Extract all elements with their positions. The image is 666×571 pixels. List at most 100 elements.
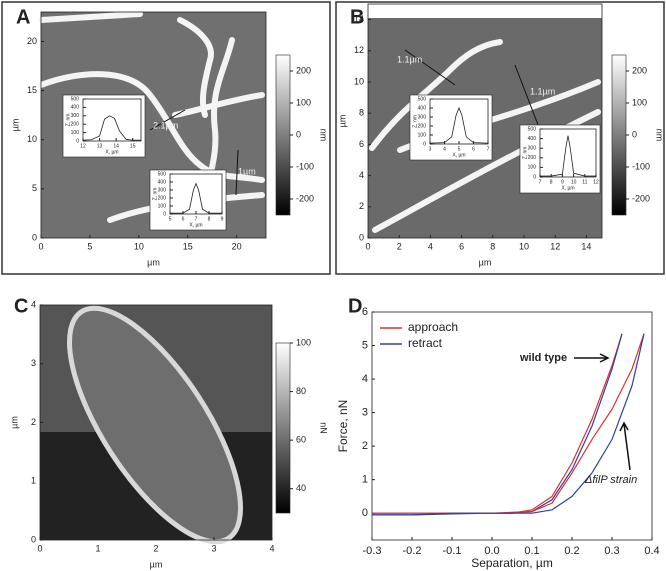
- x-tick-label: 5: [87, 241, 92, 251]
- plot-frame: [82, 98, 142, 142]
- y-tick-label: 8: [359, 108, 364, 118]
- inset-background: [519, 124, 601, 194]
- force-curve: [372, 333, 645, 516]
- inset-y-label: Z, nm: [522, 147, 528, 160]
- y-tick-label: 3: [362, 406, 368, 418]
- y-tick-label: 400: [418, 105, 427, 111]
- x-tick-label: 12: [593, 179, 599, 185]
- profile-line: [170, 182, 222, 214]
- x-tick-label: 0.3: [604, 545, 619, 557]
- colorbar-tick-label: 0: [632, 129, 637, 139]
- x-tick-label: 0.2: [564, 545, 579, 557]
- x-tick-label: 10: [134, 241, 144, 251]
- legend-label: approach: [408, 320, 458, 334]
- x-tick-label: 7: [539, 179, 542, 185]
- y-tick-label: 0: [423, 141, 426, 147]
- x-tick-label: 10: [519, 241, 529, 251]
- plot-frame: [539, 128, 597, 178]
- colorbar-tick-label: -200: [296, 193, 314, 203]
- x-tick-label: 11: [582, 179, 587, 185]
- y-tick-label: 4: [359, 170, 364, 180]
- x-tick-label: 8: [550, 179, 553, 185]
- force-map: [40, 305, 272, 545]
- x-tick-label: 14: [113, 143, 119, 149]
- y-tick-label: 100: [158, 203, 167, 209]
- x-tick-label: 14: [581, 241, 591, 251]
- y-tick-label: 0: [32, 232, 37, 242]
- x-tick-label: 0: [365, 241, 370, 251]
- y-tick-label: 500: [418, 96, 427, 102]
- y-tick-label: 200: [528, 155, 537, 161]
- x-tick-label: 7: [195, 216, 198, 222]
- colorbar-tick-label: 200: [632, 65, 647, 75]
- inset-y-label: Z, nm: [152, 188, 158, 201]
- y-tick-label: 200: [71, 122, 80, 128]
- x-tick-label: 2: [397, 241, 402, 251]
- inset-x-label: X, µm: [105, 149, 118, 155]
- x-tick-label: 6: [472, 146, 475, 152]
- y-axis-label: µm: [10, 119, 20, 132]
- annotation: ΔfilP strain: [584, 474, 637, 486]
- y-tick-label: 0: [163, 211, 166, 217]
- x-tick-label: 0: [37, 543, 42, 553]
- x-tick-label: 5: [169, 216, 172, 222]
- marker-line: [149, 49, 541, 196]
- colorbar-tick-label: 100: [632, 97, 647, 107]
- inset-background: [62, 94, 146, 158]
- y-tick-label: 300: [71, 113, 80, 119]
- x-tick-label: 5: [458, 146, 461, 152]
- x-tick-label: 3: [429, 146, 432, 152]
- colorbar: [611, 54, 627, 216]
- inset-x-label: X, µm: [189, 222, 202, 228]
- profile-line: [82, 115, 141, 141]
- y-tick-label: 0: [359, 232, 364, 242]
- y-tick-label: 5: [32, 183, 37, 193]
- colorbar-tick-label: -100: [632, 161, 650, 171]
- x-tick-label: 0.1: [524, 545, 539, 557]
- x-tick-label: 7: [487, 146, 490, 152]
- y-tick-label: 300: [528, 146, 537, 152]
- annotation: 2.1µm: [153, 120, 178, 130]
- y-tick-label: 0: [362, 507, 368, 519]
- colorbar-tick-label: 0: [296, 129, 301, 139]
- inset-background: [149, 169, 227, 231]
- colorbar-label: nm: [319, 129, 329, 142]
- colorbar-tick-label: -100: [296, 161, 314, 171]
- panel-label: C: [14, 295, 28, 317]
- x-tick-label: 20: [232, 241, 242, 251]
- y-tick-label: 6: [362, 306, 368, 318]
- x-tick-label: 0: [38, 241, 43, 251]
- x-axis-label: µm: [147, 257, 160, 267]
- annotation: wild type: [519, 352, 567, 364]
- x-tick-label: 4: [269, 543, 274, 553]
- x-tick-label: 4: [428, 241, 433, 251]
- x-tick-label: -0.2: [403, 545, 422, 557]
- x-tick-label: 0.0: [484, 545, 499, 557]
- plot-frame: [367, 3, 603, 239]
- y-tick-label: 500: [71, 96, 80, 102]
- plot-frame: [371, 311, 653, 541]
- y-tick-label: 100: [71, 130, 80, 136]
- y-tick-label: 400: [158, 179, 167, 185]
- force-curve: [372, 333, 623, 516]
- y-tick-label: 200: [158, 195, 167, 201]
- x-tick-label: 1: [95, 543, 100, 553]
- y-tick-label: 0: [31, 534, 36, 544]
- x-tick-label: -0.1: [443, 545, 462, 557]
- y-tick-label: 6: [359, 139, 364, 149]
- colorbar-tick-label: 100: [296, 337, 311, 347]
- y-tick-label: 14: [354, 14, 364, 24]
- y-axis-label: µm: [9, 416, 19, 429]
- y-axis-label: Force, nN: [336, 400, 350, 453]
- x-tick-label: 15: [183, 241, 193, 251]
- x-tick-label: 6: [459, 241, 464, 251]
- x-tick-label: 15: [130, 143, 136, 149]
- x-tick-label: 13: [97, 143, 103, 149]
- y-tick-label: 5: [362, 339, 368, 351]
- arrow: [574, 353, 610, 363]
- x-tick-label: -0.3: [363, 545, 382, 557]
- y-tick-label: 1: [362, 474, 368, 486]
- y-tick-label: 1: [31, 476, 36, 486]
- profile-line: [429, 106, 489, 144]
- x-axis-label: µm: [150, 559, 163, 569]
